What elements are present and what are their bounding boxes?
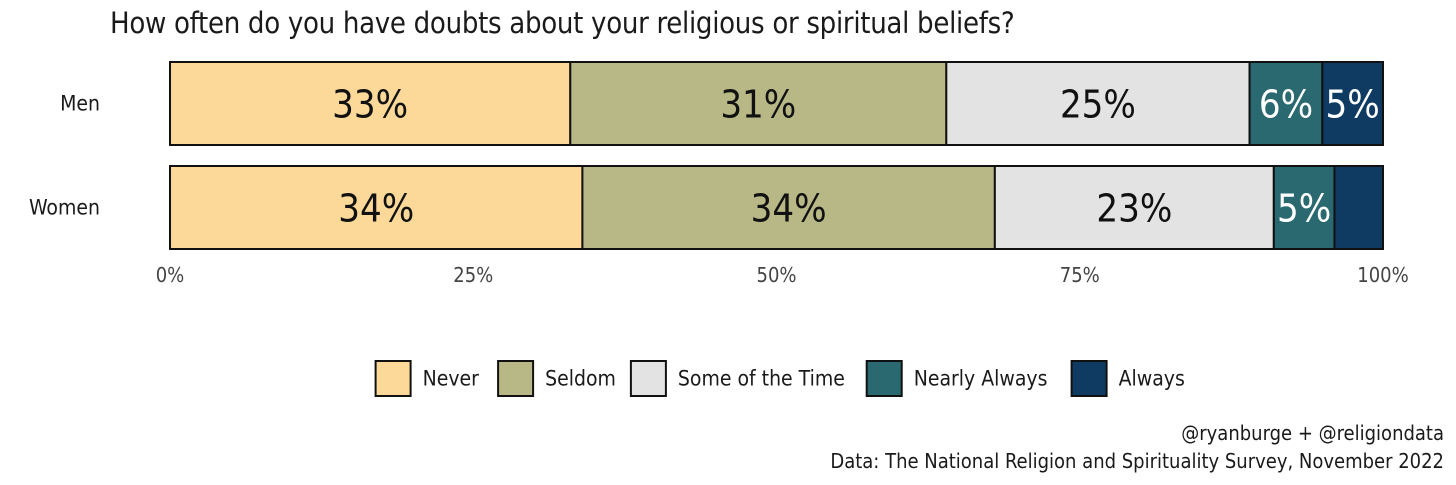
legend-swatch-4 bbox=[1070, 360, 1108, 397]
x-axis: 0% 25% 50% 75% 100% bbox=[156, 263, 1409, 287]
data-label-women-3: 5% bbox=[1277, 187, 1331, 231]
legend-swatch-3 bbox=[865, 360, 903, 397]
legend-label-4: Always bbox=[1119, 367, 1185, 391]
data-label-men-1: 31% bbox=[720, 83, 796, 127]
legend-label-0: Never bbox=[423, 367, 480, 391]
legend: Never Seldom Some of the Time Nearly Always… bbox=[374, 360, 1185, 397]
legend-label-1: Seldom bbox=[545, 367, 616, 391]
x-tick-label: 25% bbox=[453, 263, 493, 287]
data-label-men-0: 33% bbox=[332, 83, 408, 127]
bar-segment-men-4 bbox=[1321, 61, 1384, 146]
bar-segment-women-3 bbox=[1272, 165, 1336, 250]
data-label-women-1: 34% bbox=[751, 187, 827, 231]
credit-caption: @ryanburge + @religiondata bbox=[1181, 421, 1444, 445]
category-label-men: Men bbox=[60, 92, 100, 116]
x-tick-label: 0% bbox=[156, 263, 185, 287]
legend-swatch-0 bbox=[374, 360, 412, 397]
data-label-men-4: 5% bbox=[1326, 83, 1380, 127]
data-label-men-3: 6% bbox=[1259, 83, 1313, 127]
data-label-men-2: 25% bbox=[1060, 83, 1136, 127]
legend-swatch-1 bbox=[497, 360, 535, 397]
legend-swatch-2 bbox=[629, 360, 667, 397]
source-caption: Data: The National Religion and Spiritua… bbox=[830, 449, 1444, 473]
bars-group: Men 33% 31% 25% 6% 5% Women 34% 34% 23% 5% bbox=[29, 61, 1384, 250]
bar-segment-women-4 bbox=[1333, 165, 1384, 250]
bar-segment-women-0 bbox=[169, 165, 584, 250]
legend-label-3: Nearly Always bbox=[914, 367, 1048, 391]
chart-title: How often do you have doubts about your … bbox=[110, 6, 1015, 40]
bar-segment-men-1 bbox=[569, 61, 948, 146]
bar-segment-men-0 bbox=[169, 61, 572, 146]
bar-segment-men-2 bbox=[945, 61, 1251, 146]
data-label-women-2: 23% bbox=[1096, 187, 1172, 231]
data-label-women-0: 34% bbox=[338, 187, 414, 231]
x-tick-label: 100% bbox=[1357, 263, 1408, 287]
x-tick-label: 75% bbox=[1060, 263, 1100, 287]
category-label-women: Women bbox=[29, 196, 100, 220]
bar-segment-women-1 bbox=[581, 165, 996, 250]
bar-segment-men-3 bbox=[1248, 61, 1324, 146]
x-tick-label: 50% bbox=[757, 263, 797, 287]
bar-segment-women-2 bbox=[993, 165, 1275, 250]
legend-label-2: Some of the Time bbox=[678, 367, 845, 391]
